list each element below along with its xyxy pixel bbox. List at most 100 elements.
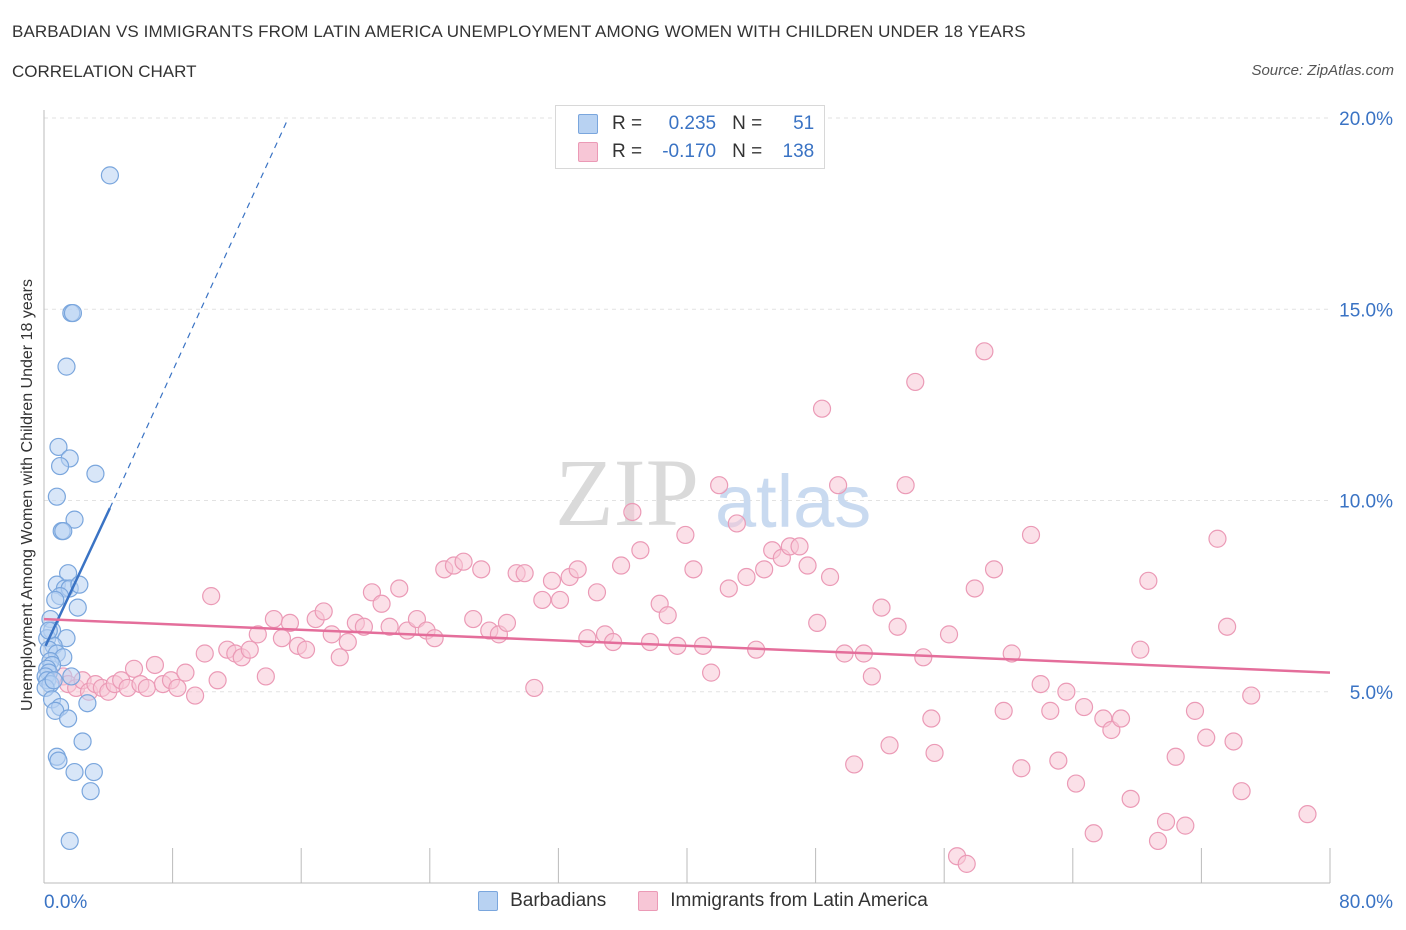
immigrant-point: [186, 686, 205, 705]
immigrant-point: [296, 640, 316, 659]
legend-row-immigrants: R = -0.170 N = 138: [578, 140, 814, 164]
immigrant-point: [888, 617, 907, 636]
correlation-legend: R = 0.235 N = 51 R = -0.170 N = 138: [555, 105, 825, 169]
x-tick-label: 80.0%: [1339, 892, 1393, 913]
y-tick-label: 10.0%: [1339, 492, 1393, 513]
immigrant-point: [176, 663, 195, 682]
immigrant-point: [1012, 759, 1031, 778]
immigrant-point: [1232, 782, 1251, 801]
barbadian-point: [78, 694, 97, 713]
immigrant-point: [914, 648, 933, 667]
immigrant-point: [1139, 571, 1158, 590]
immigrant-point: [727, 514, 746, 533]
immigrant-point: [1021, 525, 1041, 545]
immigrant-point: [829, 476, 848, 495]
immigrant-point: [1074, 697, 1094, 717]
legend-label-immigrants: Immigrants from Latin America: [670, 890, 928, 911]
watermark-zip: ZIP: [555, 439, 699, 546]
immigrant-point: [380, 617, 399, 636]
immigrant-point: [145, 655, 165, 675]
immigrant-point: [472, 560, 491, 579]
immigrant-point: [1111, 709, 1131, 728]
trend-lines: [43, 117, 1331, 674]
barbadian-point: [68, 598, 87, 617]
immigrant-point: [1185, 701, 1205, 720]
immigrant-point: [1002, 644, 1021, 663]
barbadian-point: [81, 782, 100, 801]
immigrant-point: [896, 476, 915, 495]
immigrant-point: [525, 678, 544, 698]
legend-swatch-blue: [578, 114, 598, 134]
immigrant-point: [256, 667, 275, 686]
immigrant-point: [611, 556, 631, 575]
barbadian-point: [100, 166, 120, 185]
immigrant-point: [314, 602, 333, 621]
immigrant-point: [338, 632, 357, 652]
immigrant-point: [872, 598, 891, 617]
legend-r-label: R =: [612, 113, 643, 134]
immigrant-point: [965, 579, 984, 598]
immigrant-point: [1131, 640, 1150, 659]
immigrant-point: [640, 632, 660, 652]
series-legend: Barbadians Immigrants from Latin America: [0, 890, 1406, 912]
immigrant-point: [168, 678, 187, 698]
immigrant-point: [820, 567, 840, 587]
immigrant-point: [684, 560, 703, 579]
immigrant-point: [906, 372, 925, 392]
legend-r-value: -0.170: [662, 141, 717, 162]
immigrant-point: [497, 613, 517, 633]
immigrant-point: [994, 701, 1013, 720]
barbadian-trend-line: [44, 507, 112, 647]
immigrant-point: [1066, 774, 1086, 793]
immigrant-point: [322, 625, 341, 644]
immigrant-point: [195, 644, 214, 663]
legend-r-label: R =: [612, 141, 643, 162]
immigrant-point: [1242, 686, 1261, 705]
immigrant-point: [137, 678, 156, 698]
immigrant-point: [737, 567, 756, 587]
immigrant-point: [1208, 529, 1227, 548]
immigrant-point: [272, 629, 292, 648]
immigrant-point: [880, 736, 899, 755]
immigrant-point: [533, 590, 552, 610]
immigrant-point: [248, 625, 267, 644]
immigrant-point: [390, 579, 409, 598]
immigrant-point: [1057, 682, 1076, 701]
legend-n-value: 51: [793, 113, 815, 134]
immigrant-trend-line: [43, 617, 1331, 674]
immigrant-point: [1041, 701, 1060, 720]
y-tick-label: 20.0%: [1339, 109, 1393, 130]
barbadian-point: [86, 464, 105, 483]
barbadian-point: [84, 762, 103, 782]
chart-subtitle: CORRELATION CHART: [12, 62, 197, 81]
immigrant-point: [658, 606, 677, 625]
legend-swatch-pink: [638, 891, 659, 911]
grid-lines: [44, 117, 1330, 693]
y-tick-label: 15.0%: [1339, 300, 1393, 321]
barbadian-point: [46, 590, 65, 610]
immigrant-point: [264, 609, 283, 629]
immigrant-point: [425, 629, 444, 648]
immigrant-point: [1218, 617, 1237, 636]
chart-title: BARBADIAN VS IMMIGRANTS FROM LATIN AMERI…: [12, 22, 1026, 41]
immigrant-point: [623, 502, 642, 522]
tick-labels: 5.0% 10.0% 15.0% 20.0% 0.0% 80.0%: [44, 109, 1393, 913]
immigrant-point: [1031, 674, 1050, 694]
barbadian-point: [49, 751, 68, 770]
source-label: Source: ZipAtlas.com: [1251, 62, 1394, 79]
immigrant-point: [957, 854, 976, 873]
barbadian-point: [65, 762, 84, 782]
immigrant-point: [808, 613, 827, 633]
immigrant-point: [542, 571, 562, 590]
immigrant-point: [454, 552, 473, 571]
immigrant-point: [812, 399, 832, 418]
barbadian-point: [44, 671, 63, 690]
immigrant-point: [710, 476, 729, 495]
immigrant-point: [975, 342, 994, 361]
barbadian-point: [73, 732, 92, 751]
immigrant-point: [798, 556, 817, 575]
immigrant-point: [1148, 831, 1168, 851]
immigrant-point: [240, 640, 259, 659]
barbadian-point: [60, 831, 79, 851]
